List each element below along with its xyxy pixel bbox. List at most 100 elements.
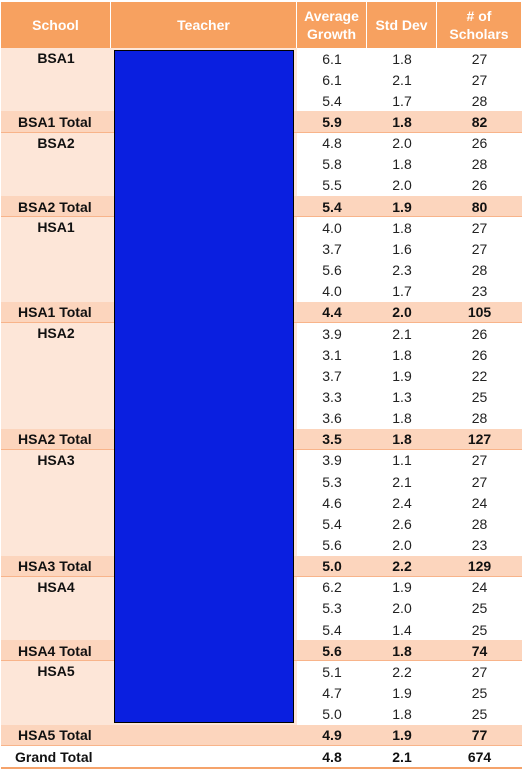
scholars-value: 27 [471,473,488,490]
avg-growth-value: 3.6 [322,410,342,427]
school-label: HSA5 [1,661,111,725]
avg-growth-value: 5.4 [322,515,342,532]
grand-total-std: 2.1 [367,745,437,768]
std-dev-value: 1.9 [392,685,412,702]
scholars-value: 23 [471,537,488,553]
avg-growth-value: 3.7 [322,240,342,257]
avg-growth-value: 5.4 [322,621,342,638]
teacher-redaction-block [114,50,294,723]
school-total-count: 105 [437,301,522,323]
school-label: HSA4 [1,576,111,641]
avg-growth-value: 3.9 [322,325,342,342]
std-dev-value: 1.7 [392,92,412,109]
avg-growth-value: 5.8 [322,156,342,173]
header-scholars: # of Scholars [437,2,522,48]
std-dev-value: 2.6 [392,515,412,532]
school-total-count: 82 [437,111,522,133]
avg-growth-value: 4.0 [322,219,342,236]
scholars-value: 28 [471,156,488,173]
school-total-std: 1.8 [367,111,437,133]
scholars-value: 27 [471,663,488,680]
avg-growth-value: 4.0 [322,283,342,300]
std-dev-value: 2.0 [392,600,412,617]
school-label: HSA1 [1,217,111,302]
avg-growth-value: 4.8 [322,135,342,152]
school-label: HSA3 [1,449,111,556]
scholars-value: 26 [471,135,488,152]
school-total-label: HSA5 Total [1,724,297,746]
grand-total-label: Grand Total [1,745,297,768]
avg-growth-value: 5.3 [322,473,342,490]
std-dev-value: 2.0 [392,537,412,553]
std-dev-value: 2.1 [392,325,412,342]
scholars-value: 28 [471,92,488,109]
std-dev-value: 2.1 [392,473,412,490]
scholars-value: 28 [471,410,488,427]
school-total-count: 127 [437,428,522,450]
scholars-value: 25 [471,621,488,638]
school-label: BSA1 [1,48,111,112]
avg-growth-value: 5.3 [322,600,342,617]
avg-growth-value: 6.1 [322,50,342,67]
school-total-std: 1.9 [367,196,437,218]
scholars-value: 28 [471,515,488,532]
school-total-std: 2.0 [367,301,437,323]
std-dev-value: 2.0 [392,177,412,194]
school-total-avg: 5.6 [297,640,367,662]
std-dev-value: 1.8 [392,410,412,427]
scholars-value: 26 [471,346,488,363]
school-total-avg: 5.0 [297,555,367,577]
school-total-std: 1.9 [367,724,437,746]
grand-total-underline [1,767,522,770]
school-label: BSA2 [1,132,111,197]
avg-growth-value: 5.6 [322,537,342,553]
std-dev-value: 1.8 [392,50,412,67]
std-dev-value: 1.1 [392,452,412,469]
school-total-count: 77 [437,724,522,746]
scholars-value: 27 [471,219,488,236]
avg-growth-value: 6.2 [322,579,342,596]
scholars-value: 27 [471,71,488,88]
avg-growth-value: 5.4 [322,92,342,109]
avg-growth-value: 5.6 [322,262,342,279]
avg-growth-value: 5.0 [322,706,342,723]
std-dev-value: 1.8 [392,219,412,236]
school-total-std: 1.8 [367,428,437,450]
std-dev-value: 1.8 [392,706,412,723]
scholars-value: 25 [471,685,488,702]
school-total-avg: 4.9 [297,724,367,746]
scholars-value: 25 [471,388,488,405]
scholars-value: 24 [471,579,488,596]
school-total-std: 2.2 [367,555,437,577]
school-total-avg: 4.4 [297,301,367,323]
scholars-value: 25 [471,600,488,617]
school-total-count: 129 [437,555,522,577]
avg-growth-value: 4.6 [322,494,342,511]
std-dev-value: 2.4 [392,494,412,511]
std-dev-value: 1.8 [392,346,412,363]
school-label: HSA2 [1,322,111,429]
std-dev-value: 2.0 [392,135,412,152]
scholars-value: 25 [471,706,488,723]
std-dev-value: 1.4 [392,621,412,638]
scholars-value: 23 [471,283,488,300]
scholars-value: 28 [471,262,488,279]
scholars-value: 27 [471,240,488,257]
std-dev-value: 1.6 [392,240,412,257]
std-dev-value: 1.9 [392,579,412,596]
header-average-growth: Average Growth [297,2,367,48]
avg-growth-value: 3.1 [322,346,342,363]
header-teacher: Teacher [111,2,297,48]
avg-growth-value: 4.7 [322,685,342,702]
std-dev-value: 1.9 [392,367,412,384]
avg-growth-value: 3.9 [322,452,342,469]
header-std-dev: Std Dev [367,2,437,48]
std-dev-value: 1.8 [392,156,412,173]
std-dev-value: 1.7 [392,283,412,300]
scholars-value: 24 [471,494,488,511]
school-total-count: 80 [437,196,522,218]
avg-growth-value: 5.5 [322,177,342,194]
row-divider [1,744,522,746]
scholars-value: 26 [471,177,488,194]
std-dev-value: 2.3 [392,262,412,279]
